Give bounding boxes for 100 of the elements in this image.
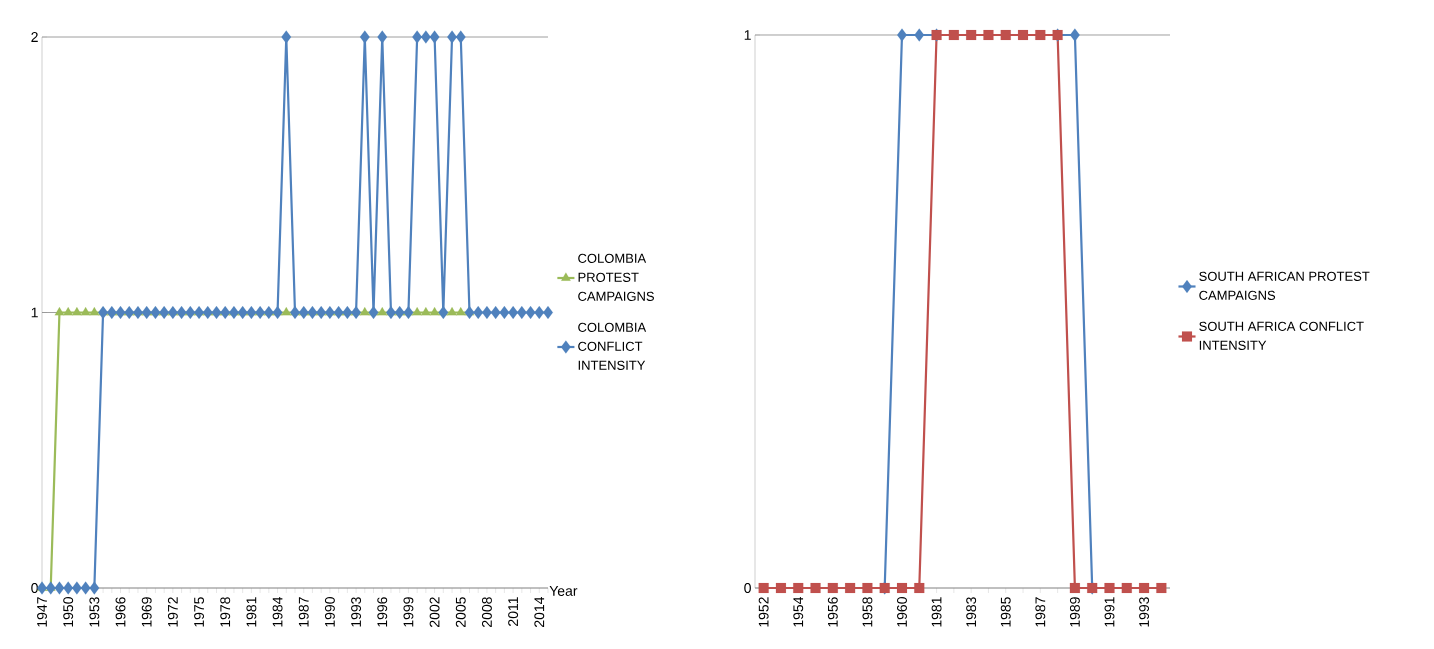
point — [255, 305, 266, 320]
x-tick-label: 1999 — [403, 597, 414, 627]
point — [359, 30, 370, 44]
y-tick-label: 1 — [31, 307, 38, 318]
point — [412, 306, 422, 316]
point — [307, 305, 318, 320]
point — [412, 30, 423, 44]
point — [237, 305, 248, 320]
point — [71, 581, 82, 595]
point — [447, 30, 457, 44]
point — [508, 305, 519, 320]
point — [429, 306, 440, 316]
point — [89, 306, 100, 316]
point — [167, 305, 178, 320]
x-tick-label: 2005 — [455, 597, 466, 627]
point — [98, 305, 109, 320]
x-tick-label: 1954 — [793, 596, 804, 627]
x-tick-label: 1975 — [194, 597, 204, 627]
point — [63, 306, 73, 316]
point — [72, 306, 82, 316]
x-tick-label: 1987 — [298, 597, 309, 627]
point — [141, 305, 152, 320]
x-tick-label: 1990 — [324, 597, 335, 627]
point — [54, 306, 65, 316]
x-tick-label: 1969 — [141, 597, 152, 627]
x-axis-title: Year — [549, 586, 578, 596]
y-tick-label: 0 — [744, 583, 751, 593]
point — [516, 305, 527, 320]
x-tick-label: 1978 — [220, 597, 231, 627]
point — [351, 305, 362, 320]
x-tick-label: 1987 — [1035, 597, 1046, 627]
x-tick-label: 1981 — [246, 597, 257, 627]
point — [316, 305, 327, 320]
point — [499, 305, 510, 320]
y-tick-label: 1 — [744, 30, 751, 40]
point — [298, 305, 309, 320]
legend-label: COLOMBIA CONFLICT INTENSITY — [578, 322, 647, 370]
point — [525, 305, 536, 320]
point — [421, 306, 431, 316]
point — [106, 305, 117, 320]
point — [455, 30, 466, 44]
point — [394, 305, 405, 320]
point — [429, 30, 440, 44]
legend-label: COLOMBIA PROTEST CAMPAIGNS — [578, 253, 654, 301]
point — [377, 306, 388, 316]
point — [281, 306, 292, 316]
point — [89, 581, 100, 595]
legend-label: SOUTH AFRICA CONFLICT INTENSITY — [1199, 321, 1364, 350]
x-tick-label: 1984 — [272, 596, 283, 627]
x-tick-label: 1956 — [827, 597, 838, 627]
x-tick-label: 1996 — [377, 597, 388, 627]
point — [455, 306, 466, 316]
point — [420, 30, 431, 44]
x-tick-label: 1991 — [1104, 597, 1115, 627]
y-tick-label: 0 — [31, 583, 38, 593]
point — [220, 305, 231, 320]
x-tick-label: 1989 — [1069, 597, 1080, 627]
x-tick-label: 1958 — [862, 597, 873, 627]
x-tick-label: 1952 — [758, 597, 769, 627]
x-tick-label: 1972 — [167, 597, 178, 627]
point — [150, 305, 161, 320]
point — [63, 581, 74, 595]
point — [80, 306, 91, 316]
point — [324, 305, 335, 320]
point — [534, 305, 545, 320]
x-tick-label: 1981 — [931, 597, 942, 627]
point — [211, 305, 222, 320]
point — [342, 305, 353, 320]
x-tick-label: 1993 — [351, 597, 362, 627]
point — [45, 581, 56, 595]
point — [473, 305, 484, 320]
point — [359, 306, 370, 316]
point — [281, 30, 292, 44]
point — [333, 305, 344, 320]
x-tick-label: 2011 — [508, 597, 519, 626]
x-tick-label: 1947 — [37, 597, 47, 627]
point — [54, 581, 65, 595]
point — [377, 30, 388, 44]
point — [447, 306, 457, 316]
x-tick-label: 1983 — [966, 597, 977, 627]
point — [37, 581, 47, 595]
point — [438, 305, 449, 320]
point — [263, 305, 274, 320]
x-tick-label: 1950 — [63, 597, 74, 627]
point — [246, 305, 257, 320]
point — [490, 305, 501, 320]
point — [159, 305, 170, 320]
x-tick-label: 1953 — [89, 597, 100, 627]
x-tick-label: 1993 — [1139, 597, 1150, 627]
x-tick-label: 2002 — [429, 597, 440, 627]
y-tick-label: 2 — [31, 32, 38, 42]
point — [124, 305, 135, 320]
point — [80, 581, 91, 595]
x-tick-label: 1985 — [1000, 597, 1011, 627]
legend-label: SOUTH AFRICAN PROTEST CAMPAIGNS — [1199, 271, 1370, 300]
point — [403, 305, 414, 320]
x-tick-label: 1960 — [897, 597, 907, 627]
point — [202, 305, 213, 320]
x-tick-label: 2014 — [534, 596, 545, 627]
point — [368, 305, 379, 320]
